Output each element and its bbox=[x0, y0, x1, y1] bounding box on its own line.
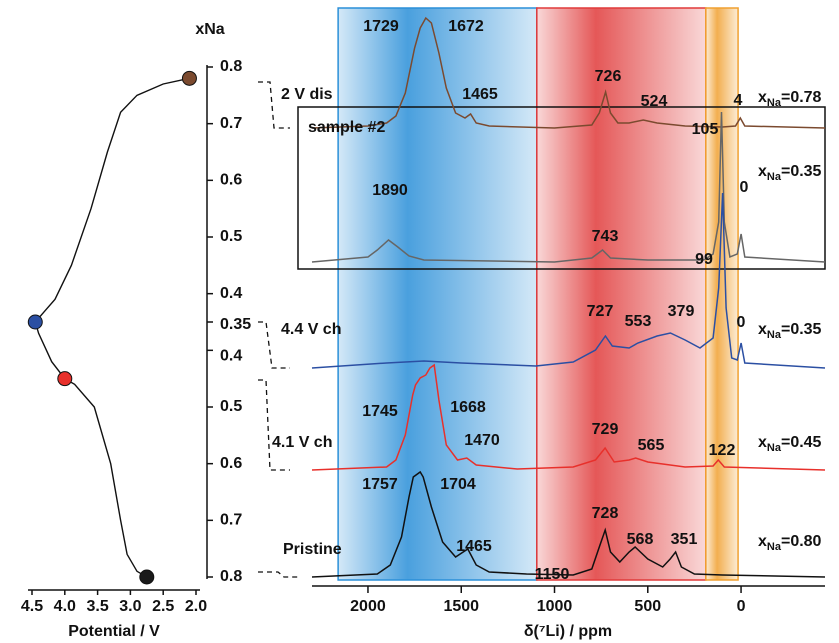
y-tick-label: 0.4 bbox=[220, 348, 242, 365]
y-tick-label: 0.7 bbox=[220, 512, 242, 529]
y-tick-label: 0.4 bbox=[220, 285, 242, 302]
peak-label: 1470 bbox=[464, 432, 500, 449]
peak-label: 1465 bbox=[456, 538, 492, 555]
state-point bbox=[181, 70, 197, 86]
composition-part: x bbox=[758, 434, 767, 451]
peak-label: 1668 bbox=[450, 399, 486, 416]
connector bbox=[258, 379, 290, 471]
x-tick-label: 1500 bbox=[443, 598, 479, 615]
state-point bbox=[139, 569, 155, 585]
connector bbox=[258, 81, 290, 129]
x-tick-label: 4.0 bbox=[54, 598, 76, 615]
peak-label: 727 bbox=[587, 303, 614, 320]
composition-part: =0.35 bbox=[781, 163, 822, 180]
y-axis-title: xNa bbox=[195, 21, 224, 38]
peak-label: 729 bbox=[592, 421, 619, 438]
peak-label: 1890 bbox=[372, 182, 408, 199]
region bbox=[536, 7, 707, 581]
y-tick-label: 0.7 bbox=[220, 115, 242, 132]
peak-label: 0 bbox=[740, 179, 749, 196]
peak-label: 743 bbox=[592, 228, 619, 245]
composition-label: xNa=0.35 bbox=[758, 163, 822, 183]
y-tick-label: 0.8 bbox=[220, 58, 242, 75]
x-axis-title: δ(⁷Li) / ppm bbox=[524, 623, 612, 640]
x-tick-label: 1000 bbox=[537, 598, 573, 615]
peak-label: 379 bbox=[668, 303, 695, 320]
spectrum bbox=[311, 16, 826, 129]
x-tick-label: 2.5 bbox=[152, 598, 174, 615]
sample-box bbox=[297, 106, 826, 270]
spectrum-label: sample #2 bbox=[308, 119, 385, 136]
peak-label: 524 bbox=[641, 93, 668, 110]
peak-label: 122 bbox=[709, 442, 736, 459]
x-tick-label: 2.0 bbox=[185, 598, 207, 615]
y-tick-label: 0.8 bbox=[220, 568, 242, 585]
composition-part: Na bbox=[767, 442, 782, 454]
profile-line bbox=[34, 77, 190, 323]
composition-part: x bbox=[758, 321, 767, 338]
x-tick-label: 4.5 bbox=[21, 598, 43, 615]
x-axis-title: Potential / V bbox=[68, 623, 160, 640]
peak-label: 99 bbox=[695, 251, 713, 268]
peak-label: 1465 bbox=[462, 86, 498, 103]
composition-label: xNa=0.78 bbox=[758, 89, 822, 109]
composition-part: =0.80 bbox=[781, 533, 822, 550]
composition-part: x bbox=[758, 533, 767, 550]
peak-label: 1757 bbox=[362, 476, 398, 493]
composition-part: x bbox=[758, 89, 767, 106]
region bbox=[337, 7, 538, 581]
composition-part: =0.78 bbox=[781, 89, 822, 106]
peak-label: 553 bbox=[625, 313, 652, 330]
composition-label: xNa=0.45 bbox=[758, 434, 822, 454]
connector bbox=[258, 321, 290, 369]
peak-label: 1150 bbox=[535, 566, 570, 583]
y-tick-label: 0.6 bbox=[220, 172, 242, 189]
x-tick-label: 2000 bbox=[350, 598, 386, 615]
region bbox=[705, 7, 739, 581]
spectrum-label: 4.1 V ch bbox=[272, 434, 332, 451]
state-point bbox=[57, 371, 73, 387]
x-tick-label: 0 bbox=[737, 598, 746, 615]
composition-label: xNa=0.35 bbox=[758, 321, 822, 341]
x-tick-label: 500 bbox=[634, 598, 661, 615]
peak-label: 1745 bbox=[362, 403, 398, 420]
composition-part: =0.35 bbox=[781, 321, 822, 338]
y-tick-label: 0.5 bbox=[220, 398, 242, 415]
composition-part: Na bbox=[767, 329, 782, 341]
peak-label: 0 bbox=[737, 314, 746, 331]
composition-part: Na bbox=[767, 541, 782, 553]
composition-part: Na bbox=[767, 171, 782, 183]
peak-label: 105 bbox=[692, 121, 719, 138]
peak-label: 351 bbox=[671, 531, 698, 548]
peak-label: 4 bbox=[734, 92, 743, 109]
y-tick-label: 0.35 bbox=[220, 316, 251, 333]
composition-part: x bbox=[758, 163, 767, 180]
spectrum-label: 2 V dis bbox=[281, 86, 333, 103]
x-tick-label: 3.0 bbox=[119, 598, 141, 615]
composition-label: xNa=0.80 bbox=[758, 533, 822, 553]
spectrum bbox=[311, 192, 826, 369]
peak-label: 726 bbox=[595, 68, 622, 85]
peak-label: 565 bbox=[638, 437, 665, 454]
spectrum bbox=[311, 363, 826, 471]
peak-label: 1729 bbox=[363, 18, 399, 35]
spectrum-label: Pristine bbox=[283, 541, 342, 558]
composition-part: Na bbox=[767, 97, 782, 109]
spectrum bbox=[311, 111, 826, 263]
connector bbox=[258, 571, 300, 578]
y-tick-label: 0.6 bbox=[220, 455, 242, 472]
profile-line bbox=[34, 321, 148, 578]
y-tick-label: 0.5 bbox=[220, 228, 242, 245]
spectrum-label: 4.4 V ch bbox=[281, 321, 341, 338]
peak-label: 568 bbox=[627, 531, 654, 548]
state-point bbox=[27, 314, 43, 330]
peak-label: 728 bbox=[592, 505, 619, 522]
composition-part: =0.45 bbox=[781, 434, 822, 451]
peak-label: 1672 bbox=[448, 18, 484, 35]
x-tick-label: 3.5 bbox=[86, 598, 108, 615]
spectrum bbox=[311, 470, 826, 578]
peak-label: 1704 bbox=[440, 476, 476, 493]
